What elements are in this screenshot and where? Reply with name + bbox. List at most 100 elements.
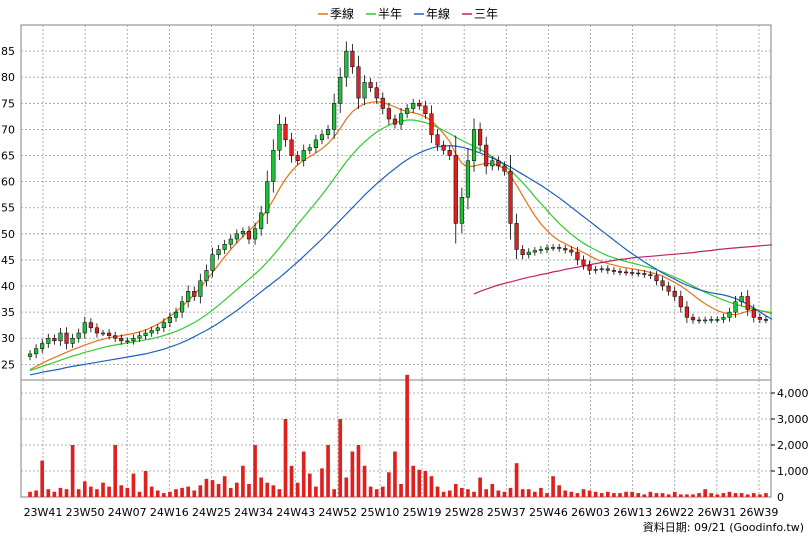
volume-bar bbox=[168, 491, 172, 497]
candle bbox=[277, 114, 282, 160]
candle-body bbox=[228, 238, 233, 245]
candle-body bbox=[350, 50, 355, 68]
candle bbox=[727, 307, 732, 322]
candle-body bbox=[733, 301, 738, 313]
volume-bar bbox=[204, 478, 209, 497]
volume-bar bbox=[691, 494, 695, 497]
candle-body bbox=[198, 280, 203, 297]
volume-bar bbox=[210, 480, 215, 497]
volume-bar bbox=[222, 476, 227, 497]
candle bbox=[514, 213, 519, 260]
candle bbox=[216, 245, 221, 260]
volume-bar bbox=[697, 493, 701, 497]
price-tick-label: 70 bbox=[1, 123, 15, 136]
volume-bar bbox=[34, 490, 38, 497]
candle-body bbox=[678, 296, 683, 308]
volume-bar bbox=[399, 484, 403, 497]
candle bbox=[532, 247, 537, 256]
volume-bar bbox=[551, 476, 555, 497]
volume-y-axis: 1,000 2,000 3,000 4,000 0 bbox=[771, 387, 808, 504]
volume-bar bbox=[715, 494, 720, 497]
candle-body bbox=[137, 335, 142, 339]
candle bbox=[374, 81, 379, 104]
volume-panel: 1,000 2,000 3,000 4,000 0 bbox=[20, 374, 808, 504]
candle-body bbox=[660, 280, 665, 287]
candle-body bbox=[672, 291, 677, 297]
price-tick-label: 80 bbox=[1, 71, 15, 84]
volume-bar bbox=[356, 445, 361, 497]
candle-body bbox=[167, 317, 173, 323]
volume-bar bbox=[241, 465, 245, 497]
price-tick-label: 50 bbox=[1, 228, 15, 241]
candle-body bbox=[307, 147, 312, 151]
candle-body bbox=[70, 337, 75, 344]
x-tick-label: 24W34 bbox=[234, 506, 273, 519]
candle-body bbox=[180, 301, 185, 313]
volume-bar bbox=[380, 486, 385, 497]
candle bbox=[429, 105, 434, 143]
candle bbox=[143, 329, 148, 340]
volume-bar bbox=[739, 493, 744, 497]
volume-bar bbox=[569, 491, 574, 497]
candle-body bbox=[94, 327, 100, 334]
legend-label: 年線 bbox=[426, 6, 450, 21]
candle-body bbox=[52, 337, 57, 342]
candle-body bbox=[605, 268, 610, 271]
volume-bar bbox=[417, 469, 422, 497]
candle-body bbox=[514, 223, 519, 250]
volume-bar bbox=[727, 491, 732, 497]
candle bbox=[599, 265, 604, 273]
candle-body bbox=[149, 330, 154, 334]
candle-body bbox=[186, 291, 191, 302]
candle bbox=[666, 281, 671, 296]
candle bbox=[119, 334, 124, 345]
candle-body bbox=[210, 254, 215, 271]
volume-bar bbox=[539, 487, 543, 497]
candle bbox=[496, 156, 501, 171]
volume-bar bbox=[338, 419, 343, 497]
legend: 季線 半年 年線 三年 bbox=[318, 6, 498, 21]
volume-bar bbox=[411, 465, 416, 497]
candle bbox=[82, 316, 87, 339]
candle-body bbox=[356, 66, 361, 99]
candle bbox=[301, 144, 306, 167]
candle bbox=[678, 290, 683, 313]
candle bbox=[88, 318, 93, 333]
candle bbox=[672, 286, 677, 301]
volume-tick-label: 2,000 bbox=[777, 439, 808, 452]
volume-bar bbox=[174, 489, 178, 497]
volume-bar bbox=[125, 487, 130, 497]
volume-bar bbox=[374, 489, 379, 497]
candle-body bbox=[435, 134, 440, 146]
candle bbox=[76, 328, 81, 343]
candle-body bbox=[526, 251, 531, 255]
candle bbox=[259, 205, 264, 236]
candle bbox=[252, 222, 258, 245]
candle-body bbox=[332, 103, 337, 130]
candle-body bbox=[265, 181, 270, 214]
candle-body bbox=[441, 144, 446, 151]
candle bbox=[660, 276, 665, 291]
candle bbox=[204, 264, 209, 287]
price-tick-label: 75 bbox=[1, 97, 15, 110]
candle-body bbox=[666, 285, 671, 292]
candle bbox=[551, 244, 556, 252]
volume-bar bbox=[478, 477, 482, 497]
candle bbox=[563, 244, 568, 254]
candle-body bbox=[703, 319, 708, 322]
candle bbox=[690, 313, 696, 324]
candle-body bbox=[289, 139, 294, 156]
candle-body bbox=[125, 340, 130, 343]
volume-bar bbox=[660, 493, 665, 497]
candle bbox=[575, 247, 580, 266]
volume-bar bbox=[758, 494, 762, 497]
candle bbox=[654, 271, 659, 286]
candle bbox=[623, 268, 629, 276]
volume-tick-label: 3,000 bbox=[777, 413, 808, 426]
volume-bar bbox=[441, 491, 446, 497]
x-tick-label: 23W41 bbox=[24, 506, 63, 519]
candle bbox=[210, 247, 215, 278]
candle-body bbox=[745, 296, 750, 310]
candle bbox=[180, 295, 185, 318]
